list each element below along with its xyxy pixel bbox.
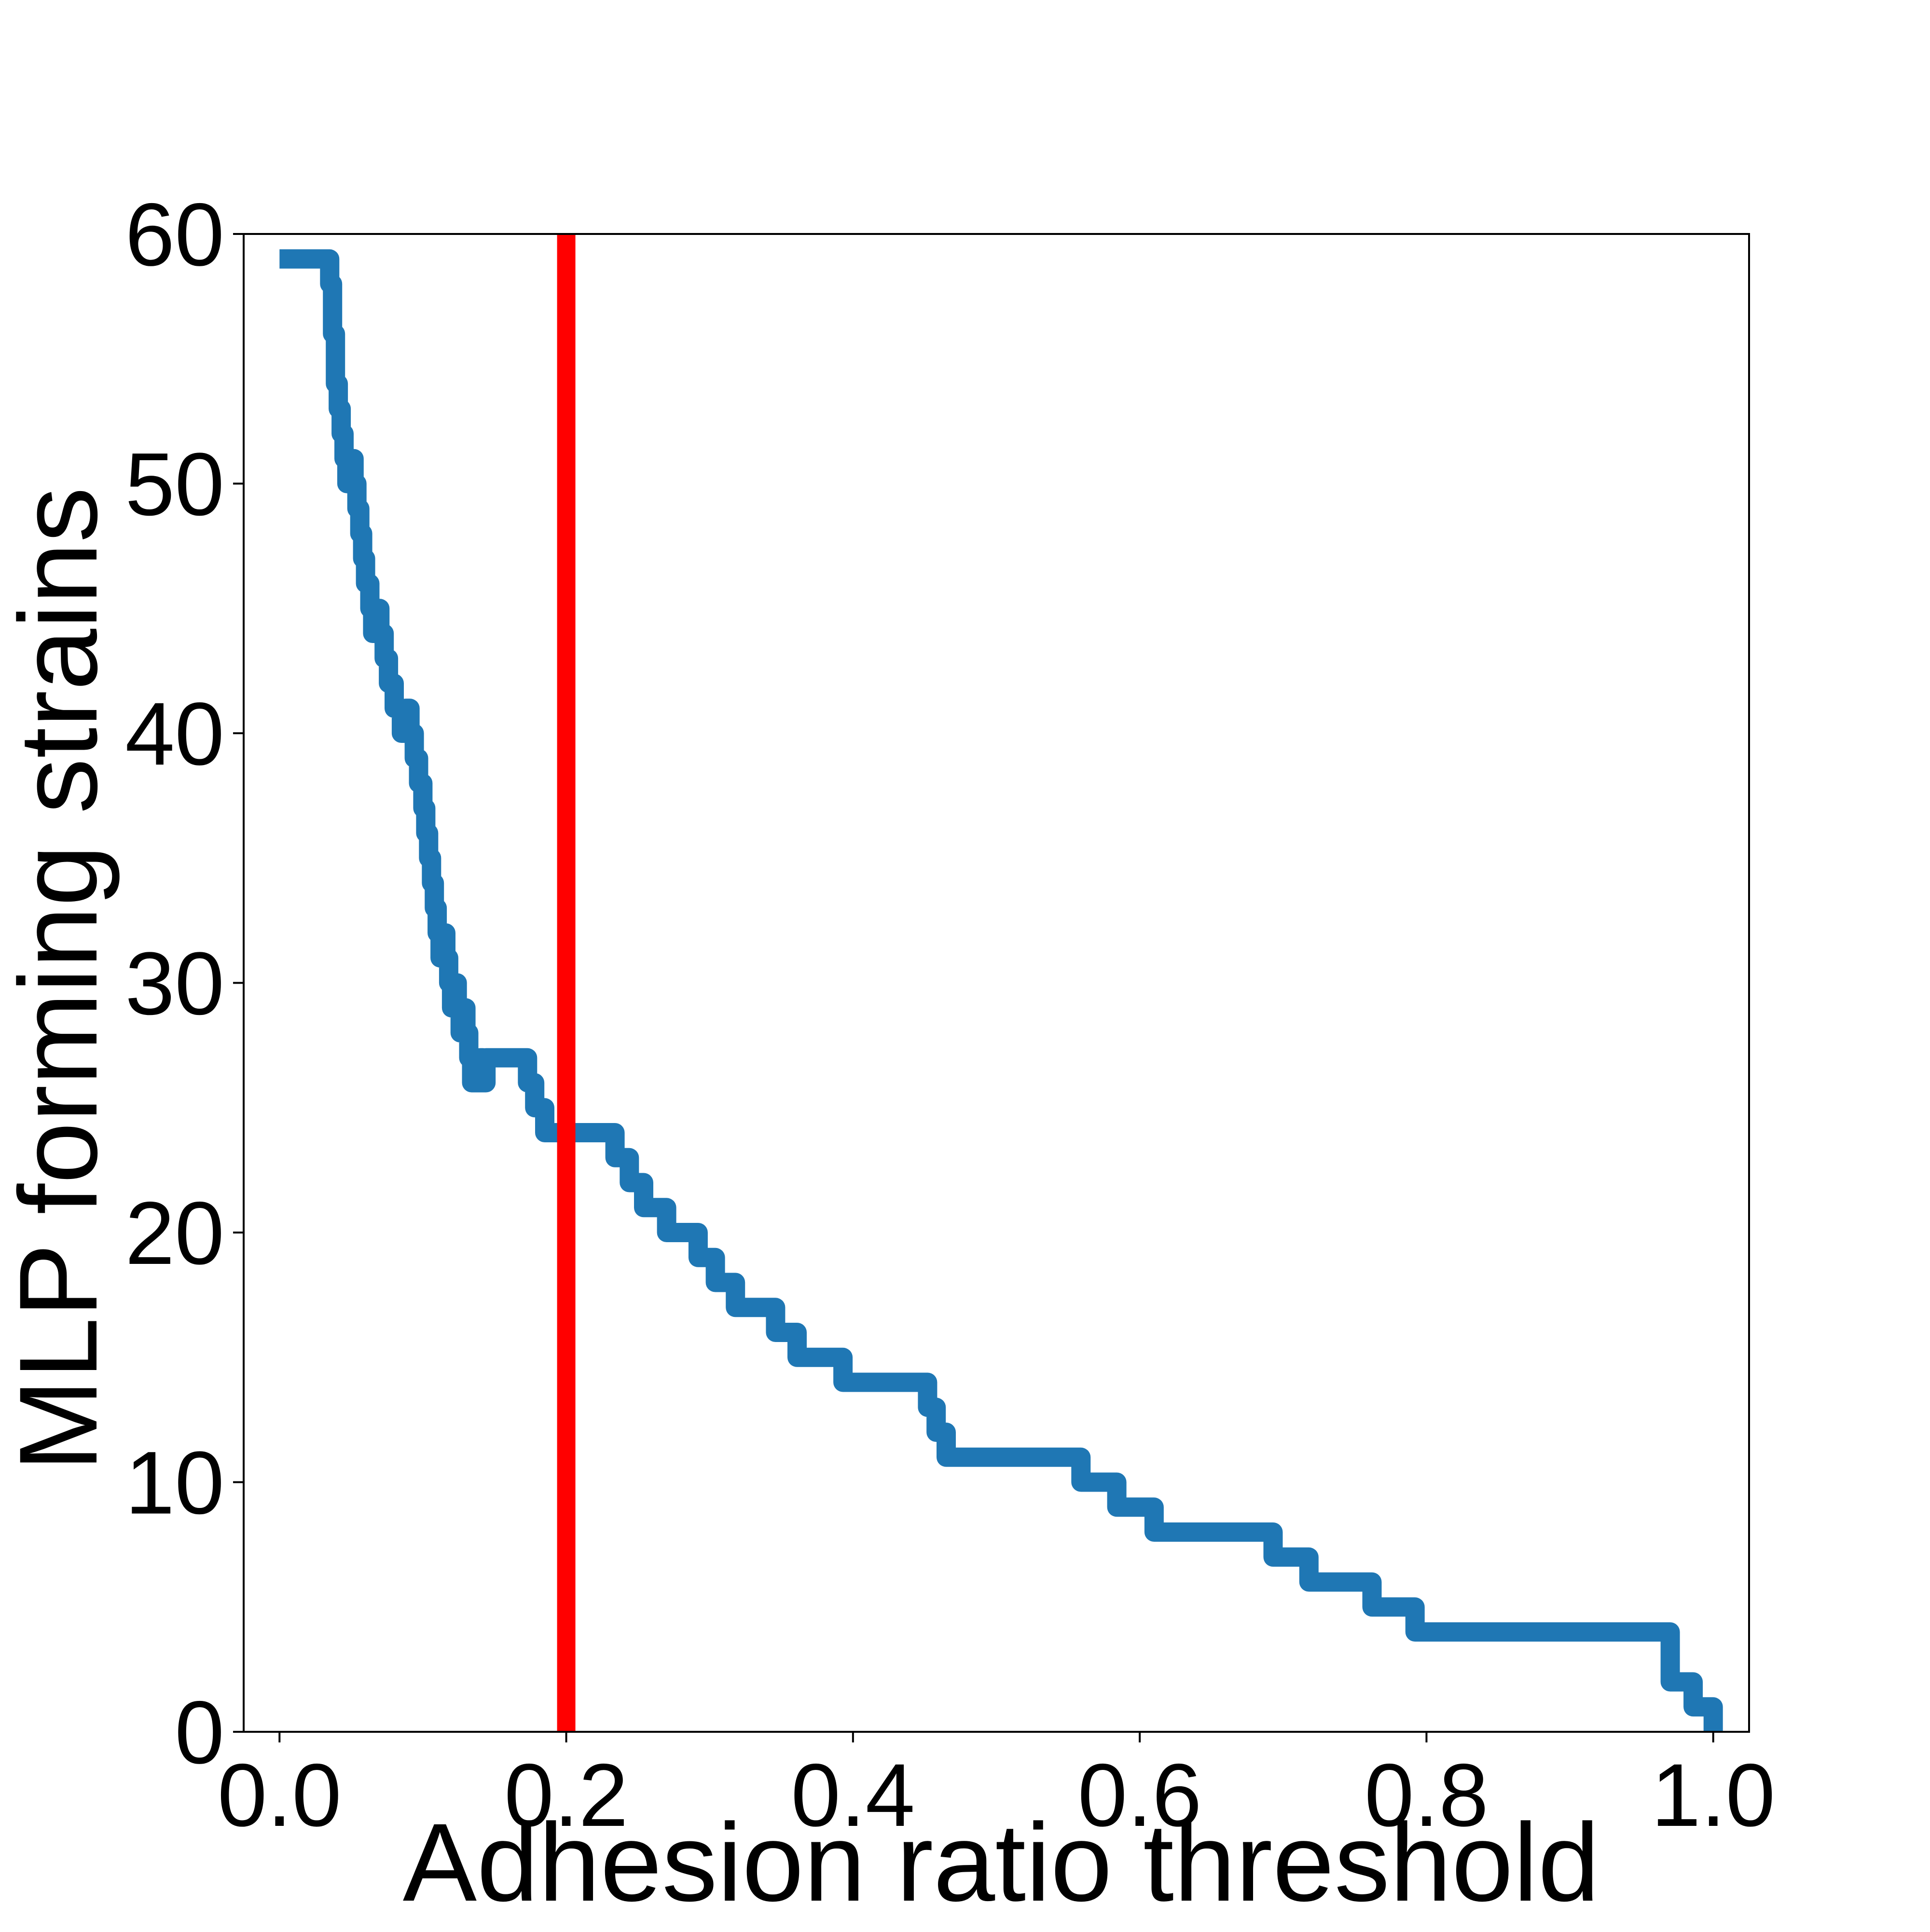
x-tick-label: 0.4 [791,1746,915,1845]
y-tick-label: 60 [125,185,224,285]
y-tick-label: 0 [175,1683,224,1782]
y-tick-label: 40 [125,685,224,784]
x-tick-label: 0.8 [1365,1746,1489,1845]
x-tick-label: 0.2 [504,1746,628,1845]
plot-frame [243,233,1750,1733]
axis-ticks: 0.0 0.2 0.4 0.6 0.8 1.0 0 10 20 30 40 50 60 [125,185,1775,1845]
x-axis-label: Adhesion ratio threshold [403,1800,1599,1924]
x-tick-label: 0.0 [218,1746,342,1845]
x-tick-label: 0.6 [1078,1746,1202,1845]
y-tick-label: 20 [125,1184,224,1283]
y-tick-label: 10 [125,1434,224,1533]
series-line-0 [279,249,1723,1732]
plot-area [243,233,1750,1733]
x-tick-label: 1.0 [1651,1746,1775,1845]
y-axis-label: MLP forming strains [0,487,120,1472]
y-tick-label: 50 [125,435,224,534]
y-tick-label: 30 [125,934,224,1034]
